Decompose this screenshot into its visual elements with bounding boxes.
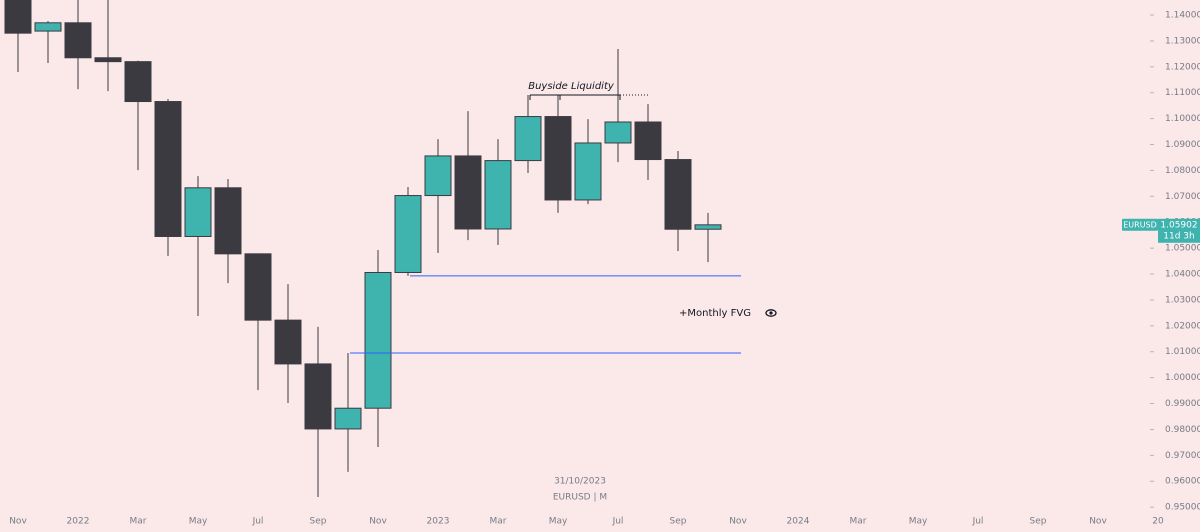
x-tick-label: Jul (252, 517, 264, 527)
x-tick-label: May (909, 517, 928, 527)
x-tick-label: Sep (310, 517, 327, 527)
y-tick-label: 1.14000 (1165, 11, 1200, 21)
y-tick-label: 1.03000 (1165, 295, 1200, 305)
x-tick-label: Mar (490, 517, 507, 527)
candle-body (634, 121, 662, 161)
candle-body (694, 224, 722, 230)
x-tick-label: Nov (9, 517, 27, 527)
buyside-label: Buyside Liquidity (528, 81, 615, 92)
x-tick-label: 20 (1152, 517, 1164, 527)
x-tick-label: Mar (850, 517, 867, 527)
candle-body (304, 363, 332, 430)
x-tick-label: Jul (612, 517, 624, 527)
y-tick-label: 1.02000 (1165, 321, 1200, 331)
candle-body (604, 121, 632, 144)
y-tick-label: 1.05000 (1165, 244, 1200, 254)
fvg-label: +Monthly FVG (679, 308, 751, 319)
candle-body (214, 187, 242, 255)
symbol-box (1122, 218, 1158, 231)
candle-body (4, 0, 32, 34)
candle-body (154, 101, 182, 237)
eye-outline (765, 309, 777, 317)
y-tick-label: 1.00000 (1165, 373, 1200, 383)
x-tick-label: Nov (729, 517, 747, 527)
date-label: 31/10/2023 (554, 477, 606, 487)
y-tick-label: 0.99000 (1165, 399, 1200, 409)
candle-body (334, 407, 362, 430)
x-tick-label: Sep (670, 517, 687, 527)
candle-body (274, 319, 302, 365)
candle-body (664, 159, 692, 230)
candle-body (364, 271, 392, 409)
x-tick-label: 2022 (67, 517, 90, 527)
candle-body (424, 155, 452, 197)
candle-body (34, 22, 62, 32)
eye-pupil (769, 311, 773, 315)
x-tick-label: May (549, 517, 568, 527)
candle-body (484, 160, 512, 230)
candle-body (94, 57, 122, 63)
candle-body (64, 22, 92, 59)
candle-body (394, 195, 422, 273)
countdown-text: 11d 3h (1163, 231, 1194, 241)
x-tick-label: 2024 (787, 517, 810, 527)
y-tick-label: 1.04000 (1165, 270, 1200, 280)
price-text: 1.05902 (1160, 220, 1197, 230)
candle-body (514, 116, 542, 162)
y-tick-label: 1.13000 (1165, 36, 1200, 46)
price-box (1158, 218, 1200, 243)
x-tick-label: Nov (369, 517, 387, 527)
y-tick-label: 1.01000 (1165, 347, 1200, 357)
x-tick-label: Nov (1089, 517, 1107, 527)
y-tick-label: 0.95000 (1165, 503, 1200, 513)
x-tick-label: Mar (130, 517, 147, 527)
x-tick-label: Sep (1030, 517, 1047, 527)
candle-body (124, 61, 152, 103)
eye-icon[interactable] (765, 309, 777, 317)
y-tick-label: 0.97000 (1165, 451, 1200, 461)
candle-body (184, 187, 212, 237)
symbol-text: EURUSD (1123, 220, 1157, 229)
x-tick-label: May (189, 517, 208, 527)
x-tick-label: 2023 (427, 517, 450, 527)
candle-body (244, 253, 272, 321)
candle-body (574, 142, 602, 201)
y-tick-label: 0.98000 (1165, 425, 1200, 435)
candle-body (544, 116, 572, 201)
y-tick-label: 0.96000 (1165, 477, 1200, 487)
y-tick-label: 1.10000 (1165, 114, 1200, 124)
candle-body (454, 155, 482, 230)
symbol-label: EURUSD | M (553, 493, 607, 503)
x-tick-label: Jul (972, 517, 984, 527)
y-tick-label: 1.12000 (1165, 62, 1200, 72)
y-tick-label: 1.09000 (1165, 140, 1200, 150)
y-tick-label: 1.11000 (1165, 88, 1200, 98)
y-tick-label: 1.08000 (1165, 166, 1200, 176)
y-tick-label: 1.07000 (1165, 192, 1200, 202)
